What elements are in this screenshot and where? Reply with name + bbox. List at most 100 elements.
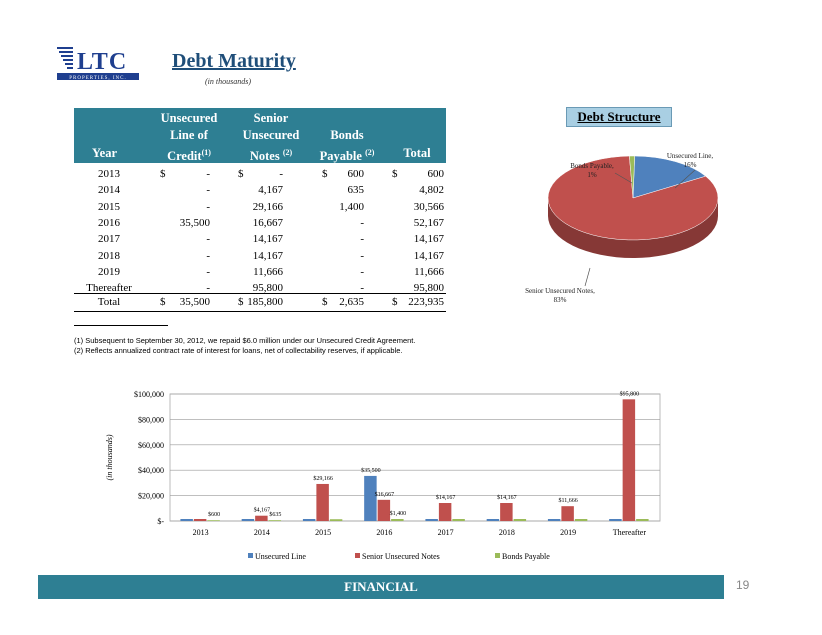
table-row: 2017 - 14,167 - 14,167 [74, 232, 446, 247]
cell-total: 600 [427, 168, 445, 180]
plot-area [169, 393, 661, 522]
legend-label: Unsecured Line [255, 552, 306, 561]
x-tick-label: 2017 [438, 528, 454, 537]
cell-year: 2016 [98, 216, 120, 229]
pie-leader-line [614, 172, 633, 184]
dollar-sign: $ [392, 296, 398, 308]
cell-senior-notes: 14,167 [252, 233, 283, 246]
cell-senior-notes: 95,800 [252, 282, 283, 295]
cell-bonds-payable: 2,635 [339, 296, 364, 308]
header-senior-notes: Senior Unsecured Notes (2) [242, 111, 300, 164]
subtotal-rule [74, 293, 446, 294]
cell-bonds-payable: - [360, 265, 364, 278]
dollar-sign: $ [238, 168, 244, 180]
cell-total: 4,802 [419, 184, 444, 197]
bar-senior-unsecured-notes [438, 503, 452, 521]
cell-year: 2019 [98, 265, 120, 278]
page-title: Debt Maturity [172, 50, 296, 72]
data-label: $600 [208, 511, 220, 518]
bar-unsecured-line [364, 475, 377, 521]
pie-label-senior-unsecured-notes: Senior Unsecured Notes, 83% [525, 287, 595, 304]
legend-swatch [355, 553, 360, 558]
cell-line-of-credit: 35,500 [179, 216, 210, 229]
legend-label: Bonds Payable [502, 552, 550, 561]
bar-senior-unsecured-notes [377, 499, 391, 521]
x-tick-label: 2018 [499, 528, 515, 537]
cell-year: 2015 [98, 200, 120, 213]
ltc-logo: LTC PROPERTIES, INC. [57, 47, 139, 81]
pie-label-unsecured-line: Unsecured Line, 16% [667, 152, 714, 169]
cell-bonds-payable: - [360, 249, 364, 262]
bar-bonds-payable [391, 519, 404, 521]
cell-bonds-payable: - [360, 282, 364, 295]
bar-senior-unsecured-notes [622, 399, 636, 521]
cell-senior-notes: 11,666 [253, 265, 283, 278]
bar-bonds-payable [207, 520, 220, 521]
cell-line-of-credit: - [206, 249, 210, 262]
bar-unsecured-line [241, 519, 255, 521]
table-row: 2018 - 14,167 - 14,167 [74, 249, 446, 264]
bar-unsecured-line [302, 519, 316, 521]
cell-total: 30,566 [413, 200, 444, 213]
bar-unsecured-line [609, 519, 622, 521]
cell-senior-notes: 185,800 [247, 296, 283, 308]
data-label: $1,400 [390, 510, 407, 517]
cell-total: 14,167 [413, 249, 444, 262]
cell-year: Thereafter [86, 282, 132, 295]
cell-line-of-credit: 35,500 [179, 296, 210, 308]
logo-subtext: PROPERTIES, INC. [69, 76, 127, 81]
data-label: $11,666 [558, 497, 577, 504]
x-tick-label: 2019 [560, 528, 576, 537]
bar-senior-unsecured-notes [316, 483, 329, 521]
x-tick-label: 2016 [376, 528, 392, 537]
x-tick-label: Thereafter [613, 528, 647, 537]
x-tick-label: 2014 [254, 528, 270, 537]
header-year: Year [92, 146, 117, 160]
y-tick-label: $20,000 [138, 492, 164, 501]
cell-line-of-credit: - [206, 233, 210, 246]
y-tick-label: $80,000 [138, 415, 164, 424]
cell-senior-notes: - [279, 168, 283, 180]
bar-bonds-payable [268, 520, 282, 521]
cell-total: 11,666 [414, 265, 444, 278]
pie-leader-line [584, 267, 591, 287]
y-tick-label: $40,000 [138, 466, 164, 475]
bar-bonds-payable [452, 519, 465, 521]
cell-senior-notes: 14,167 [252, 249, 283, 262]
header-bonds-payable: Bonds Payable (2) [319, 128, 375, 164]
data-label: $635 [269, 511, 281, 518]
cell-senior-notes: 4,167 [258, 184, 283, 197]
logo-text: LTC [77, 49, 127, 75]
table-row: 2016 35,500 16,667 - 52,167 [74, 216, 446, 231]
pie-label-bonds-payable: Bonds Payable, 1% [570, 162, 614, 179]
bar-senior-unsecured-notes [561, 506, 574, 521]
data-label: $14,167 [497, 494, 517, 501]
footer-bar: FINANCIAL [38, 575, 724, 599]
footnote-2: (2) Reflects annualized contract rate of… [74, 346, 403, 355]
cell-senior-notes: 16,667 [252, 216, 283, 229]
data-label: $4,167 [254, 507, 271, 514]
cell-line-of-credit: - [206, 168, 210, 180]
dollar-sign: $ [322, 296, 328, 308]
pie-slice-unsecured-line [632, 155, 707, 199]
bar-unsecured-line [180, 519, 193, 521]
cell-year: 2014 [98, 184, 120, 197]
cell-line-of-credit: - [206, 282, 210, 295]
bar-senior-unsecured-notes [255, 515, 268, 521]
bar-bonds-payable [513, 519, 527, 521]
legend-swatch [248, 553, 253, 558]
x-tick-label: 2015 [315, 528, 331, 537]
page-number: 19 [736, 578, 750, 592]
dollar-sign: $ [160, 296, 166, 308]
legend-label: Senior Unsecured Notes [362, 552, 440, 561]
dollar-sign: $ [160, 168, 166, 180]
data-label: $29,166 [313, 475, 333, 482]
bar-bonds-payable [636, 519, 649, 521]
page-subtitle: (in thousands) [205, 77, 251, 86]
cell-bonds-payable: 1,400 [339, 200, 364, 213]
cell-bonds-payable: 635 [347, 184, 365, 197]
header-total: Total [403, 146, 431, 160]
header-line-of-credit: Unsecured Line of Credit(1) [160, 111, 218, 164]
data-label: $35,500 [361, 467, 381, 474]
cell-total: 52,167 [413, 216, 444, 229]
